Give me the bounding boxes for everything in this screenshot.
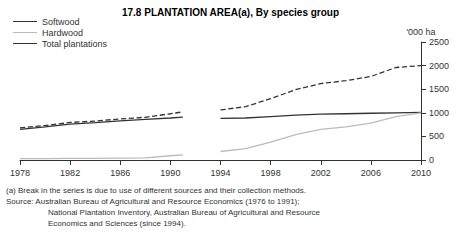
svg-text:1986: 1986 [110, 168, 130, 178]
svg-text:Source: Australian Bureau of A: Source: Australian Bureau of Agricultura… [6, 197, 300, 206]
svg-text:1998: 1998 [261, 168, 281, 178]
svg-text:1000: 1000 [429, 108, 449, 118]
svg-text:National Plantation Inventory,: National Plantation Inventory, Australia… [48, 208, 321, 217]
svg-text:1500: 1500 [429, 84, 449, 94]
svg-text:Total plantations: Total plantations [42, 39, 108, 49]
svg-text:2002: 2002 [311, 168, 331, 178]
svg-text:2000: 2000 [429, 61, 449, 71]
svg-text:2010: 2010 [411, 168, 431, 178]
svg-text:'000 ha: '000 ha [406, 27, 435, 37]
svg-text:1982: 1982 [60, 168, 80, 178]
svg-text:(a) Break in the series is due: (a) Break in the series is due to use of… [6, 186, 306, 195]
svg-text:1990: 1990 [160, 168, 180, 178]
svg-text:2500: 2500 [429, 37, 449, 47]
svg-text:2006: 2006 [361, 168, 381, 178]
svg-text:500: 500 [429, 131, 444, 141]
svg-text:0: 0 [429, 155, 434, 165]
svg-text:17.8 PLANTATION AREA(a), By sp: 17.8 PLANTATION AREA(a), By species grou… [122, 7, 339, 18]
svg-text:Economics and Sciences (since: Economics and Sciences (since 1994). [48, 219, 186, 228]
svg-text:1978: 1978 [10, 168, 30, 178]
svg-text:Hardwood: Hardwood [42, 28, 83, 38]
svg-text:Softwood: Softwood [42, 17, 80, 27]
svg-text:1994: 1994 [210, 168, 230, 178]
